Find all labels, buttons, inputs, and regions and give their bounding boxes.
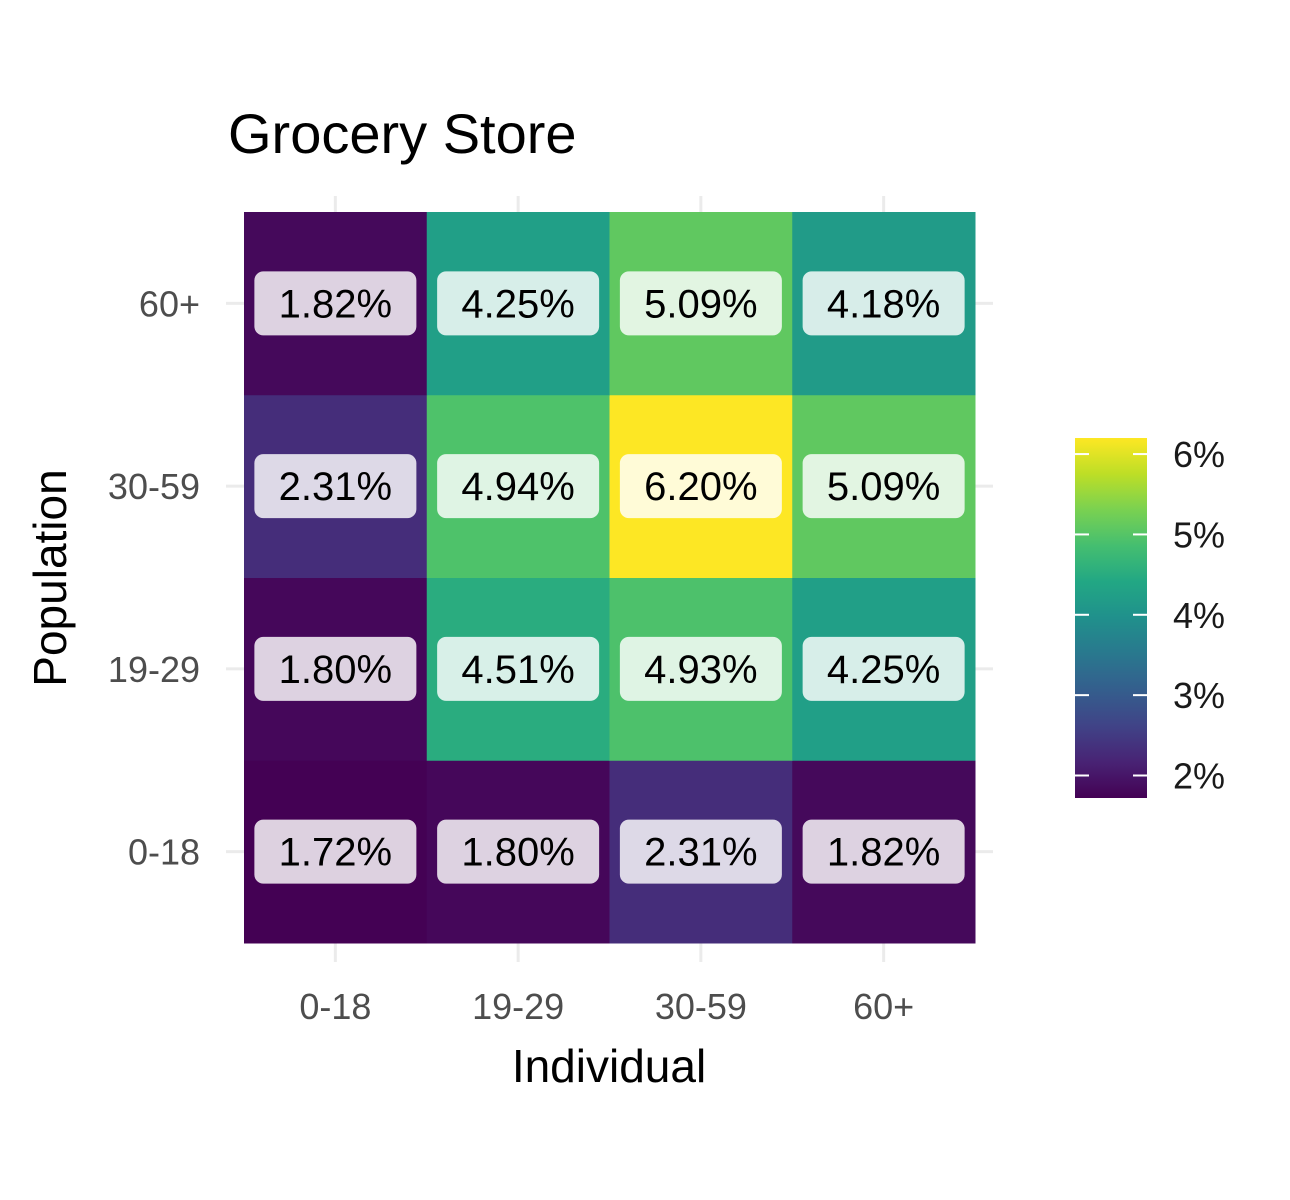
cell-label-background — [254, 636, 417, 701]
cell-value-label: 4.18% — [827, 282, 940, 326]
cell-value-label: 5.09% — [827, 465, 940, 509]
heatmap-cell: 4.94% — [426, 394, 610, 578]
heatmap-cell: 5.09% — [792, 394, 976, 578]
cell-label-background — [437, 636, 600, 701]
y-tick-label: 0-18 — [128, 832, 200, 873]
x-tick-label: 30-59 — [655, 986, 747, 1027]
cell-value-label: 1.80% — [461, 831, 574, 875]
heatmap-cell: 1.80% — [244, 577, 428, 761]
x-axis-title: Individual — [512, 1040, 706, 1092]
heatmap-cell: 4.93% — [609, 577, 793, 761]
heatmap-cell: 1.82% — [792, 760, 976, 944]
cell-label-background — [619, 454, 782, 519]
cell-label-background — [254, 454, 417, 519]
cell-value-label: 6.20% — [644, 465, 757, 509]
colorbar-tick-label: 5% — [1173, 514, 1225, 555]
cell-label-background — [802, 271, 965, 336]
x-axis-ticks: 0-18 19-29 30-59 60+ — [299, 986, 914, 1027]
heatmap-cells: 1.72% 1.80% 2.31% 1.82% 1.80% 4.51% 4.93% 4.25%… — [244, 212, 976, 944]
cell-label-background — [802, 454, 965, 519]
colorbar-tick-label: 4% — [1173, 595, 1225, 636]
cell-value-label: 1.82% — [827, 831, 940, 875]
cell-label-background — [619, 819, 782, 884]
heatmap-cell: 1.80% — [426, 760, 610, 944]
cell-value-label: 1.82% — [279, 282, 392, 326]
heatmap-cell: 4.25% — [792, 577, 976, 761]
cell-value-label: 1.72% — [279, 831, 392, 875]
colorbar-tick-label: 2% — [1173, 756, 1225, 797]
cell-value-label: 4.25% — [461, 282, 574, 326]
cell-label-background — [437, 271, 600, 336]
heatmap-cell: 2.31% — [244, 394, 428, 578]
cell-value-label: 5.09% — [644, 282, 757, 326]
cell-value-label: 4.94% — [461, 465, 574, 509]
cell-label-background — [619, 271, 782, 336]
cell-label-background — [619, 636, 782, 701]
heatmap-cell: 4.18% — [792, 212, 976, 396]
y-tick-label: 19-29 — [108, 649, 200, 690]
cell-label-background — [802, 819, 965, 884]
heatmap-cell: 4.51% — [426, 577, 610, 761]
y-tick-label: 60+ — [139, 283, 200, 324]
cell-value-label: 1.80% — [279, 648, 392, 692]
heatmap-cell: 1.72% — [244, 760, 428, 944]
x-tick-label: 19-29 — [472, 986, 564, 1027]
chart-title: Grocery Store — [228, 102, 577, 165]
cell-label-background — [254, 819, 417, 884]
cell-value-label: 4.25% — [827, 648, 940, 692]
colorbar-tick-label: 6% — [1173, 434, 1225, 475]
heatmap-cell: 2.31% — [609, 760, 793, 944]
heatmap-cell: 6.20% — [609, 394, 793, 578]
cell-label-background — [437, 454, 600, 519]
cell-value-label: 2.31% — [644, 831, 757, 875]
y-axis-title: Population — [24, 469, 76, 686]
cell-value-label: 2.31% — [279, 465, 392, 509]
heatmap-cell: 4.25% — [426, 212, 610, 396]
heatmap-cell: 5.09% — [609, 212, 793, 396]
heatmap-cell: 1.82% — [244, 212, 428, 396]
colorbar-tick-label: 3% — [1173, 675, 1225, 716]
cell-label-background — [437, 819, 600, 884]
cell-value-label: 4.51% — [461, 648, 574, 692]
cell-label-background — [802, 636, 965, 701]
y-axis-ticks: 0-18 19-29 30-59 60+ — [108, 283, 200, 872]
x-tick-label: 60+ — [853, 986, 914, 1027]
colorbar — [1075, 438, 1147, 798]
y-tick-label: 30-59 — [108, 466, 200, 507]
x-tick-label: 0-18 — [299, 986, 371, 1027]
cell-label-background — [254, 271, 417, 336]
cell-value-label: 4.93% — [644, 648, 757, 692]
color-legend: 2% 3% 4% 5% 6% — [1075, 434, 1225, 798]
